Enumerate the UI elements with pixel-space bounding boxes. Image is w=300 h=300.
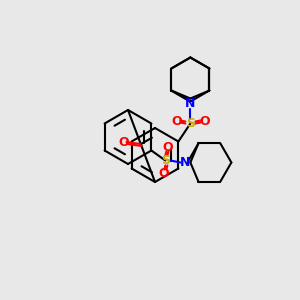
Text: O: O <box>199 115 210 128</box>
Text: O: O <box>171 115 182 128</box>
Text: N: N <box>180 156 190 169</box>
Text: O: O <box>162 141 173 154</box>
Text: S: S <box>161 154 170 167</box>
Text: O: O <box>118 136 129 149</box>
Text: S: S <box>186 117 195 130</box>
Text: O: O <box>158 167 169 180</box>
Text: N: N <box>185 97 196 110</box>
